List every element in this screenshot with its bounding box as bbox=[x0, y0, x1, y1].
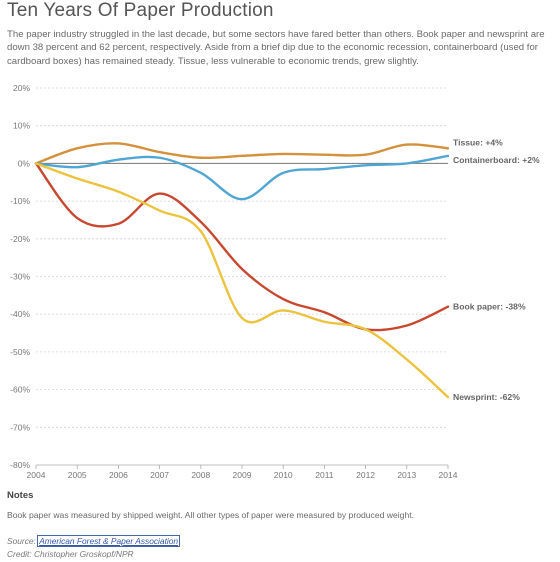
y-tick-label: -30% bbox=[10, 272, 30, 282]
line-chart: 20% 10% 0% -10% -20% -30% -40% -50% -60% -70% -80%… bbox=[10, 83, 540, 480]
x-tick-label: 2012 bbox=[356, 470, 375, 480]
y-tick-label: -80% bbox=[10, 460, 30, 470]
x-tick-label: 2004 bbox=[27, 470, 46, 480]
series-label-tissue: Tissue: +4% bbox=[453, 137, 503, 147]
y-tick-label: -50% bbox=[10, 347, 30, 357]
x-tick-label: 2005 bbox=[68, 470, 87, 480]
x-tick-label: 2006 bbox=[109, 470, 128, 480]
grid-lines bbox=[35, 87, 449, 469]
series-label-newsprint: Newsprint: -62% bbox=[453, 392, 520, 402]
y-tick-label: -20% bbox=[10, 234, 30, 244]
source-link[interactable]: American Forest & Paper Association bbox=[37, 535, 181, 547]
series-label-containerboard: Containerboard: +2% bbox=[453, 155, 540, 165]
y-tick-label: -40% bbox=[10, 309, 30, 319]
x-tick-label: 2011 bbox=[315, 470, 334, 480]
x-tick-label: 2008 bbox=[191, 470, 210, 480]
series-lines bbox=[34, 142, 450, 399]
y-tick-label: -60% bbox=[10, 385, 30, 395]
series-label-book-paper: Book paper: -38% bbox=[453, 302, 526, 312]
x-tick-label: 2013 bbox=[397, 470, 416, 480]
x-tick-label: 2014 bbox=[439, 470, 458, 480]
x-axis-tick-labels: 2004 2005 2006 2007 2008 2009 2010 2011 2012 2013… bbox=[27, 470, 458, 480]
y-axis-tick-labels: 20% 10% 0% -10% -20% -30% -40% -50% -60% -70% -80% bbox=[10, 83, 30, 470]
source-label: Source: bbox=[7, 536, 36, 546]
series-line-book-paper bbox=[34, 162, 450, 332]
y-tick-label: 20% bbox=[13, 83, 30, 93]
y-tick-label: -10% bbox=[10, 196, 30, 206]
y-tick-label: 0% bbox=[18, 158, 31, 168]
notes-heading: Notes bbox=[7, 490, 34, 501]
x-tick-label: 2010 bbox=[274, 470, 293, 480]
x-tick-label: 2009 bbox=[233, 470, 252, 480]
series-line-newsprint bbox=[34, 162, 450, 399]
x-tick-label: 2007 bbox=[150, 470, 169, 480]
series-end-labels: Tissue: +4% Containerboard: +2% Book paper… bbox=[453, 137, 540, 402]
chart-subtitle: The paper industry struggled in the last… bbox=[7, 29, 545, 67]
series-line-tissue bbox=[34, 142, 450, 165]
notes-text: Book paper was measured by shipped weigh… bbox=[7, 510, 415, 520]
series-line-containerboard bbox=[34, 154, 450, 201]
y-tick-label: -70% bbox=[10, 422, 30, 432]
chart-title: Ten Years Of Paper Production bbox=[7, 0, 274, 21]
credit-line: Credit: Christopher Groskopf/NPR bbox=[7, 549, 134, 559]
y-tick-label: 10% bbox=[13, 121, 30, 131]
source-line: Source: American Forest & Paper Associat… bbox=[7, 535, 181, 547]
